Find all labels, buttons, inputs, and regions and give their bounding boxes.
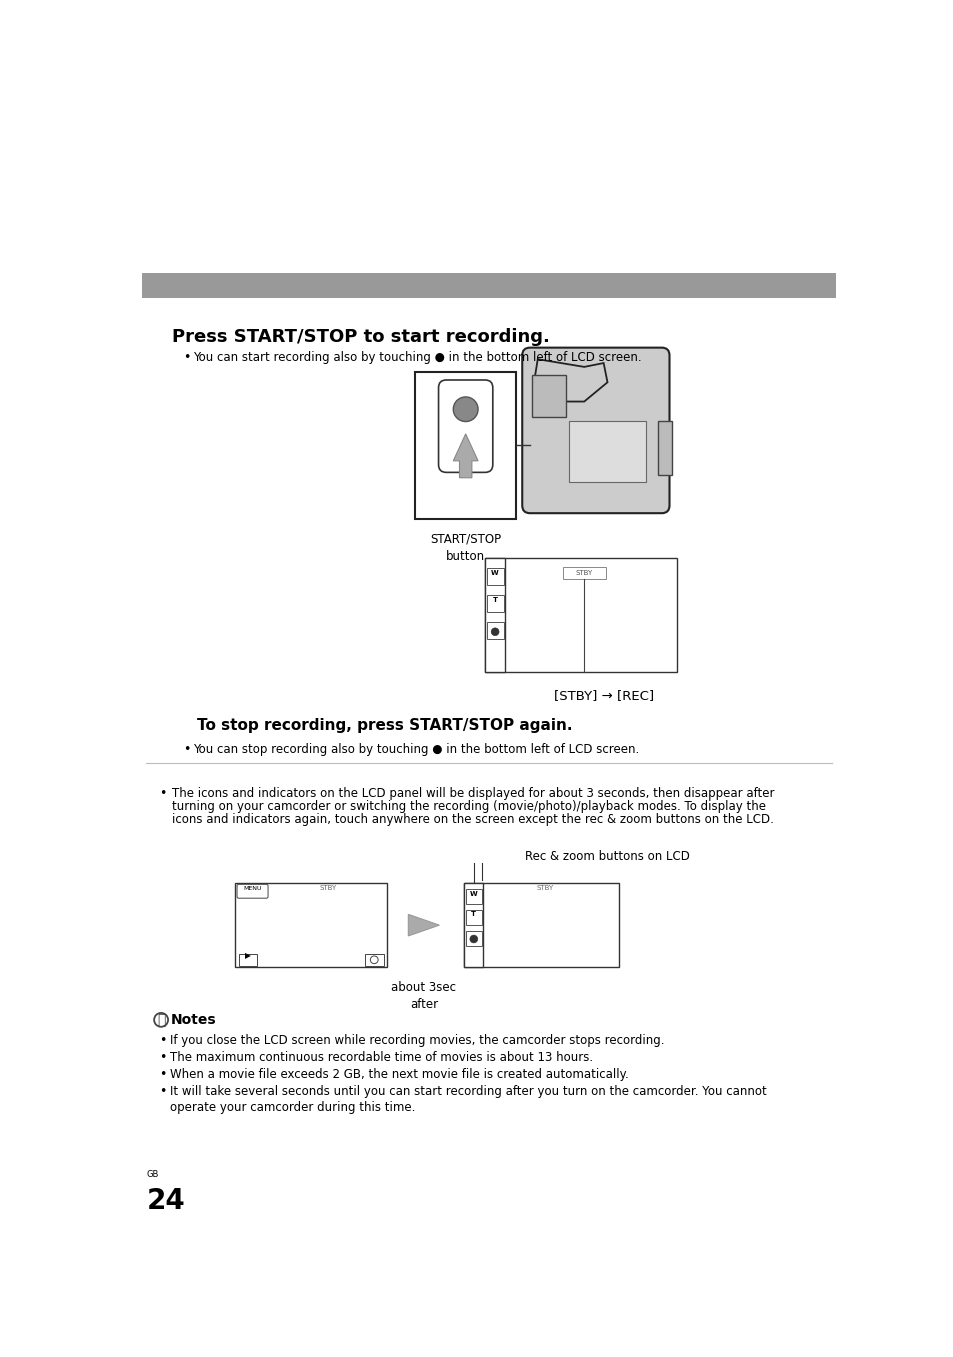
Bar [486, 567, 503, 585]
Bar [465, 909, 481, 925]
Text: STBY: STBY [537, 885, 554, 892]
Text: [STBY] → [REC]: [STBY] → [REC] [554, 689, 654, 702]
Text: ▶: ▶ [245, 951, 251, 959]
Text: To stop recording, press START/STOP again.: To stop recording, press START/STOP agai… [196, 718, 572, 733]
Circle shape [470, 935, 477, 943]
Text: If you close the LCD screen while recording movies, the camcorder stops recordin: If you close the LCD screen while record… [171, 1034, 664, 1046]
Circle shape [491, 628, 498, 635]
Bar [562, 567, 605, 579]
Text: about 3sec
after: about 3sec after [391, 981, 456, 1011]
Bar [486, 594, 503, 612]
Circle shape [453, 396, 477, 422]
Text: W: W [491, 570, 498, 577]
Text: •: • [159, 1084, 167, 1098]
Text: •: • [159, 1050, 167, 1064]
Bar [658, 421, 671, 475]
Text: STBY: STBY [575, 570, 592, 577]
Text: The maximum continuous recordable time of movies is about 13 hours.: The maximum continuous recordable time o… [171, 1050, 593, 1064]
Bar [465, 889, 481, 904]
Text: •: • [159, 787, 167, 801]
Text: icons and indicators again, touch anywhere on the screen except the rec & zoom b: icons and indicators again, touch anywhe… [172, 813, 773, 826]
FancyBboxPatch shape [438, 380, 493, 472]
Text: T: T [492, 597, 497, 604]
Bar [486, 622, 503, 639]
Bar [464, 883, 483, 968]
Text: T: T [471, 912, 476, 917]
Bar [464, 883, 618, 968]
Bar [235, 883, 386, 968]
Bar [365, 954, 383, 966]
Text: operate your camcorder during this time.: operate your camcorder during this time. [171, 1102, 416, 1114]
Text: Rec & zoom buttons on LCD: Rec & zoom buttons on LCD [524, 851, 689, 863]
Text: •: • [183, 742, 190, 756]
Polygon shape [453, 434, 477, 478]
Text: START/STOP
button: START/STOP button [430, 532, 500, 563]
Circle shape [370, 955, 377, 963]
Text: It will take several seconds until you can start recording after you turn on the: It will take several seconds until you c… [171, 1084, 766, 1098]
Text: You can start recording also by touching ● in the bottom left of LCD screen.: You can start recording also by touching… [193, 351, 640, 365]
Circle shape [154, 1012, 168, 1027]
Text: •: • [159, 1068, 167, 1080]
FancyBboxPatch shape [236, 885, 268, 898]
Text: Notes: Notes [171, 1012, 216, 1027]
Bar [238, 954, 257, 966]
Text: You can stop recording also by touching ● in the bottom left of LCD screen.: You can stop recording also by touching … [193, 742, 639, 756]
Text: W: W [470, 890, 477, 897]
Text: •: • [159, 1034, 167, 1046]
Bar [484, 558, 677, 672]
Text: ⓘ: ⓘ [156, 1012, 165, 1027]
Bar [415, 372, 516, 518]
FancyBboxPatch shape [521, 347, 669, 513]
Polygon shape [408, 915, 439, 936]
Text: turning on your camcorder or switching the recording (movie/photo)/playback mode: turning on your camcorder or switching t… [172, 801, 765, 813]
Text: GB: GB [146, 1170, 158, 1179]
Text: Press START/STOP to start recording.: Press START/STOP to start recording. [172, 328, 549, 346]
Text: STBY: STBY [319, 885, 336, 892]
Bar [465, 931, 481, 946]
Text: MENU: MENU [243, 886, 261, 892]
Text: When a movie file exceeds 2 GB, the next movie file is created automatically.: When a movie file exceeds 2 GB, the next… [171, 1068, 628, 1080]
Bar [142, 273, 835, 297]
Bar [568, 421, 645, 482]
Text: The icons and indicators on the LCD panel will be displayed for about 3 seconds,: The icons and indicators on the LCD pane… [172, 787, 774, 801]
Bar [531, 375, 566, 417]
Text: Recording movies: Recording movies [154, 303, 278, 318]
Polygon shape [534, 360, 607, 402]
Text: •: • [183, 351, 190, 365]
Text: 24: 24 [146, 1187, 185, 1215]
Bar [484, 558, 505, 672]
